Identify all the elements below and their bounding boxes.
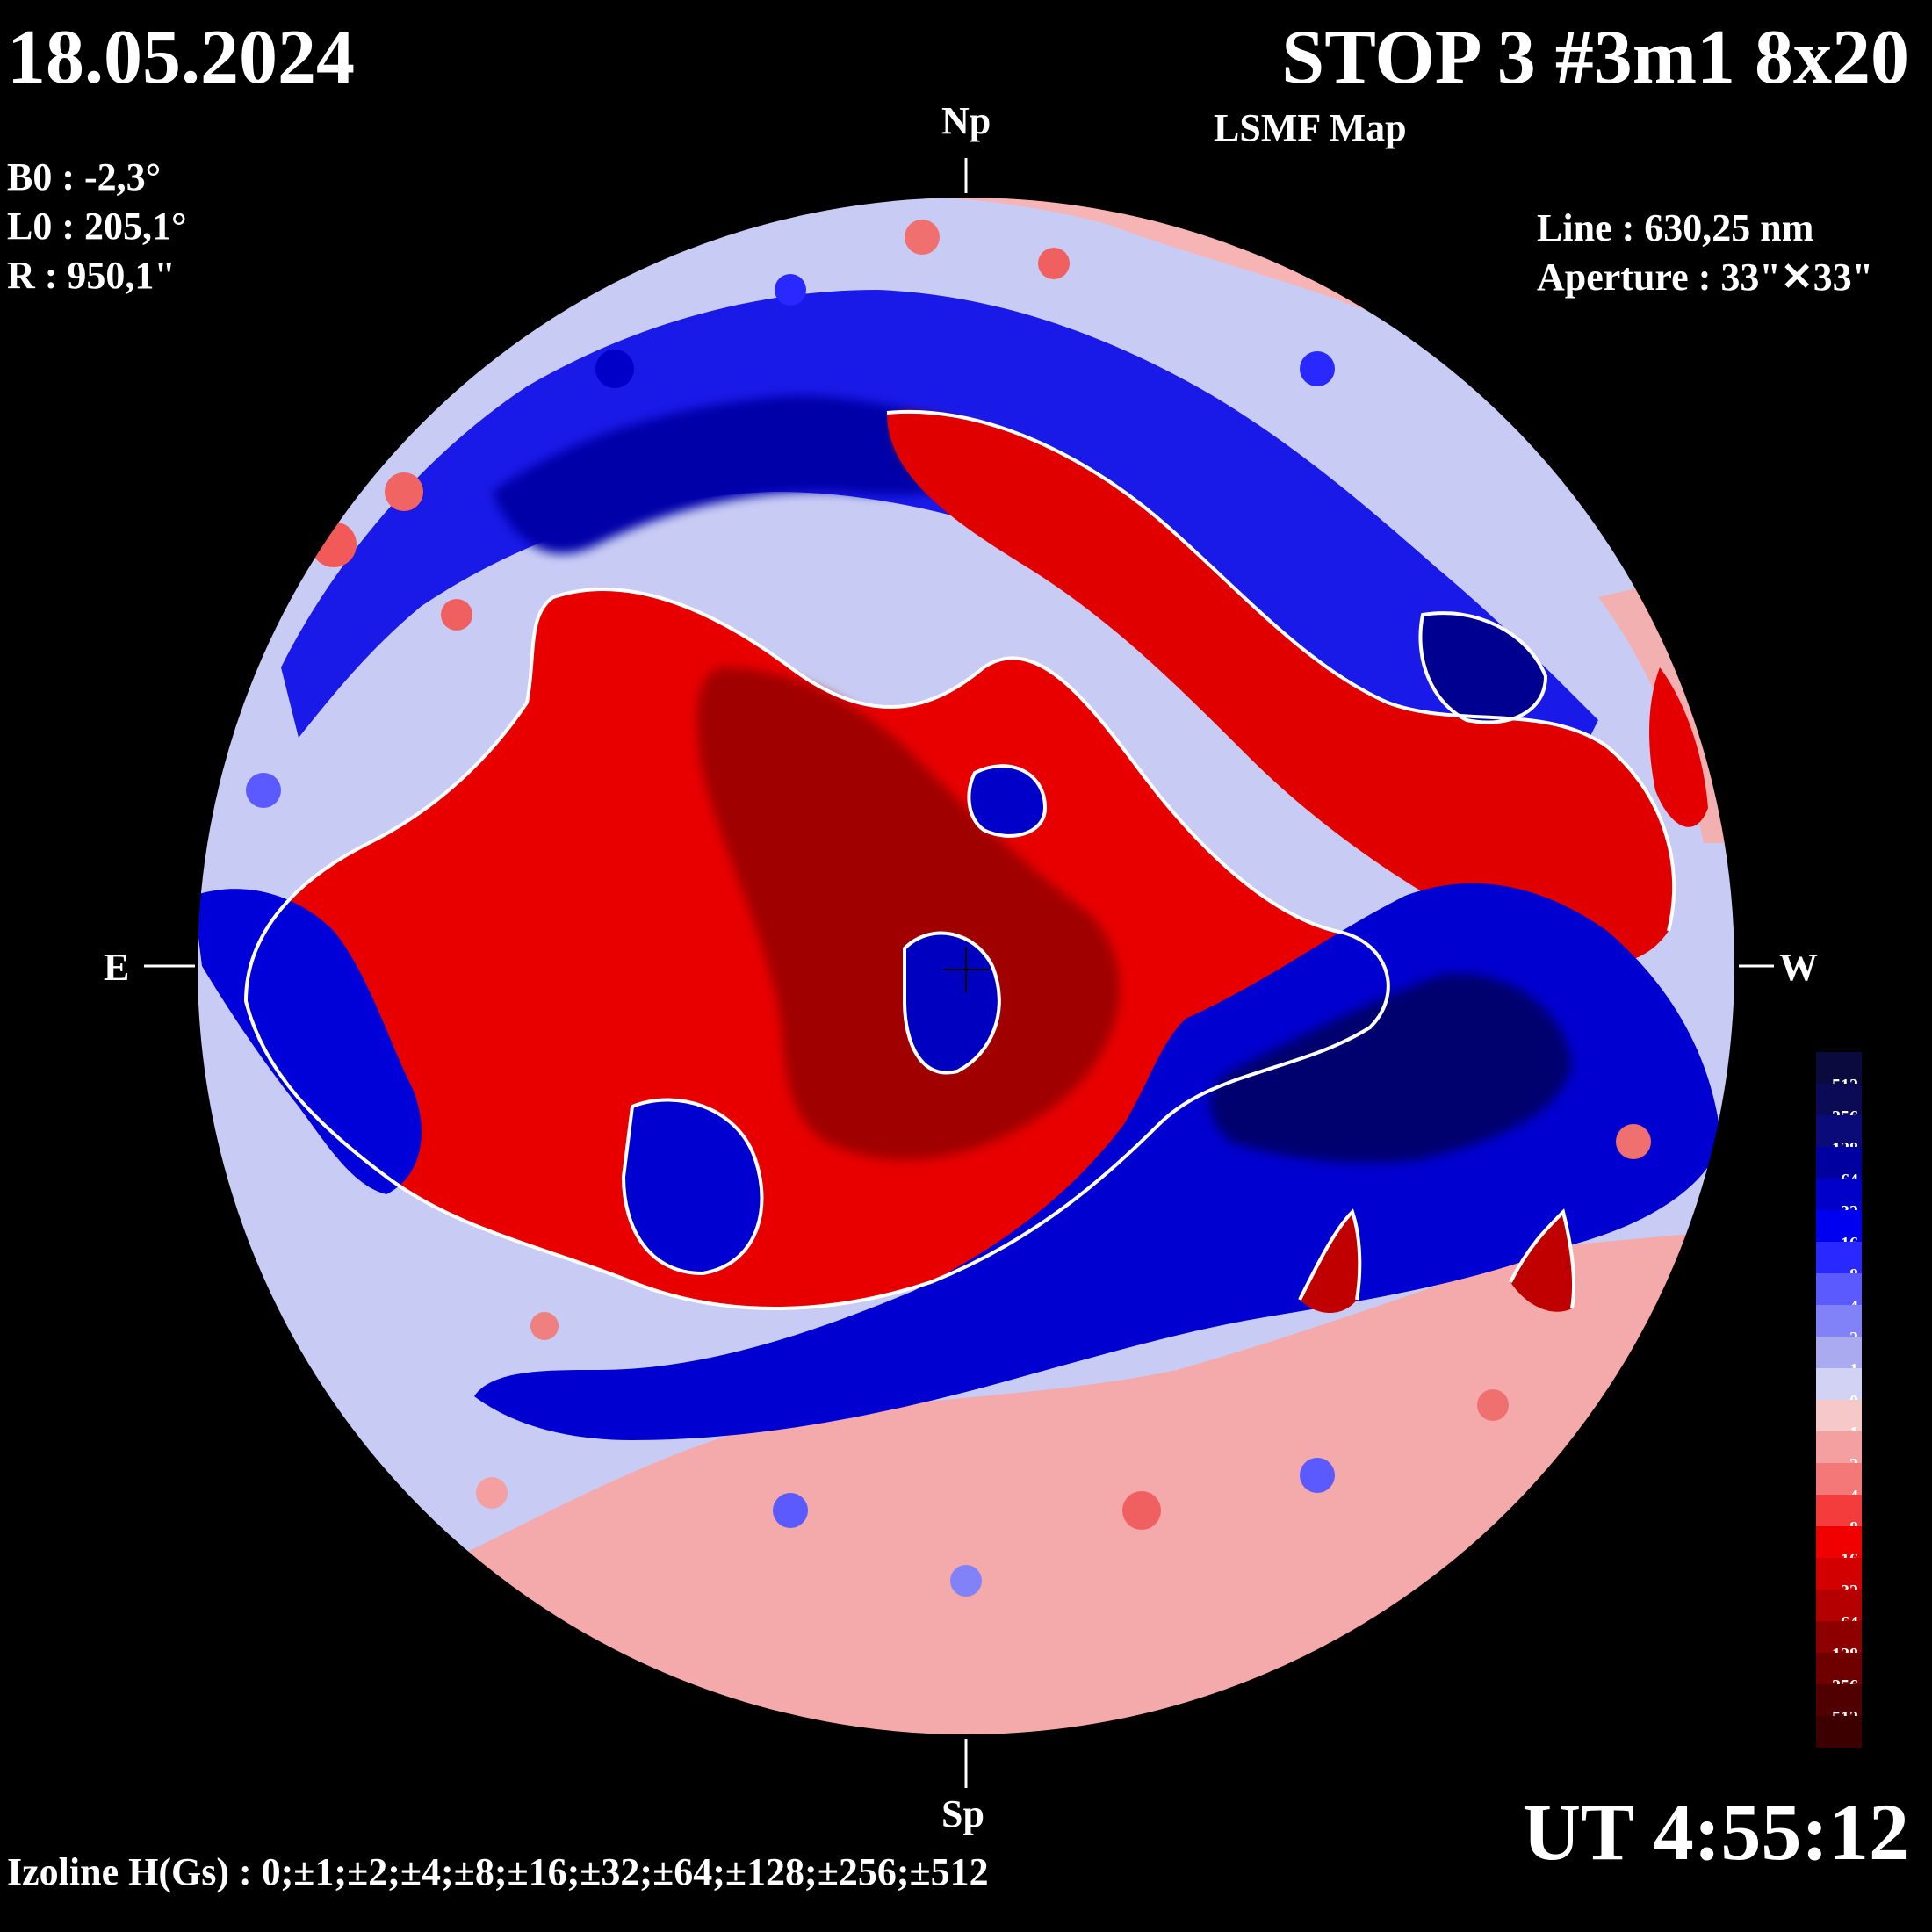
colorbar-swatch — [1816, 1210, 1862, 1242]
positive-tongue-1 — [1300, 1212, 1360, 1313]
zero-contours — [243, 410, 1676, 1310]
colorbar-swatch — [1816, 1273, 1862, 1305]
colorbar-swatch — [1816, 1147, 1862, 1179]
colorbar-swatch — [1816, 1368, 1862, 1400]
colorbar-swatch — [1816, 1242, 1862, 1273]
negative-band-north — [281, 290, 1598, 790]
radius-parameter: R : 950,1" — [7, 254, 176, 297]
mottles — [246, 220, 1651, 1597]
negative-core-south — [1209, 973, 1572, 1163]
negative-island-upper — [969, 766, 1045, 836]
east-label: E — [104, 946, 130, 989]
south-pole-label: Sp — [941, 1792, 984, 1835]
colorbar-swatch — [1816, 1590, 1862, 1621]
aperture-label: Aperture : 33"✕33" — [1537, 256, 1874, 299]
colorbar-swatch — [1816, 1400, 1862, 1431]
colorbar-swatch — [1816, 1684, 1862, 1716]
colorbar: -512-256-128-64-32-16-8-4-2-101248163264… — [1816, 1052, 1862, 1748]
west-label: W — [1779, 946, 1818, 989]
negative-island-center — [905, 933, 999, 1073]
magnetic-field-map — [197, 197, 1735, 1735]
colorbar-swatch — [1816, 1558, 1862, 1590]
izoline-legend: Izoline H(Gs) : 0;±1;±2;±4;±8;±16;±32;±6… — [7, 1850, 989, 1893]
disk-edge — [196, 196, 1736, 1736]
colorbar-swatch — [1816, 1337, 1862, 1368]
colorbar-swatch — [1816, 1621, 1862, 1653]
negative-island-lower — [624, 1099, 762, 1273]
spectral-line-label: Line : 630,25 nm — [1537, 206, 1814, 249]
ut-time: UT 4:55:12 — [1522, 1787, 1909, 1877]
colorbar-swatch — [1816, 1431, 1862, 1463]
colorbar-swatch — [1816, 1084, 1862, 1115]
b0-parameter: B0 : -2,3° — [7, 155, 162, 198]
colorbar-swatch — [1816, 1653, 1862, 1684]
date-label: 18.05.2024 — [7, 15, 355, 100]
colorbar-swatch — [1816, 1052, 1862, 1084]
north-pole-label: Np — [941, 99, 991, 142]
colorbar-swatch — [1816, 1526, 1862, 1558]
negative-island-ne — [1420, 613, 1546, 723]
l0-parameter: L0 : 205,1° — [7, 205, 187, 248]
colorbar-swatch — [1816, 1495, 1862, 1526]
map-subtitle: LSMF Map — [1214, 106, 1407, 149]
colorbar-swatch — [1816, 1463, 1862, 1495]
colorbar-swatch — [1816, 1716, 1862, 1748]
positive-limb-west — [1649, 667, 1708, 827]
colorbar-swatch — [1816, 1179, 1862, 1210]
map-title: STOP 3 #3m1 8x20 — [1281, 15, 1909, 100]
positive-tongue-2 — [1510, 1212, 1574, 1312]
positive-arc-northeast — [887, 411, 1675, 964]
positive-core-center — [697, 667, 1120, 1160]
colorbar-swatch — [1816, 1115, 1862, 1147]
disk-center-cross — [943, 947, 989, 992]
colorbar-swatch — [1816, 1305, 1862, 1337]
